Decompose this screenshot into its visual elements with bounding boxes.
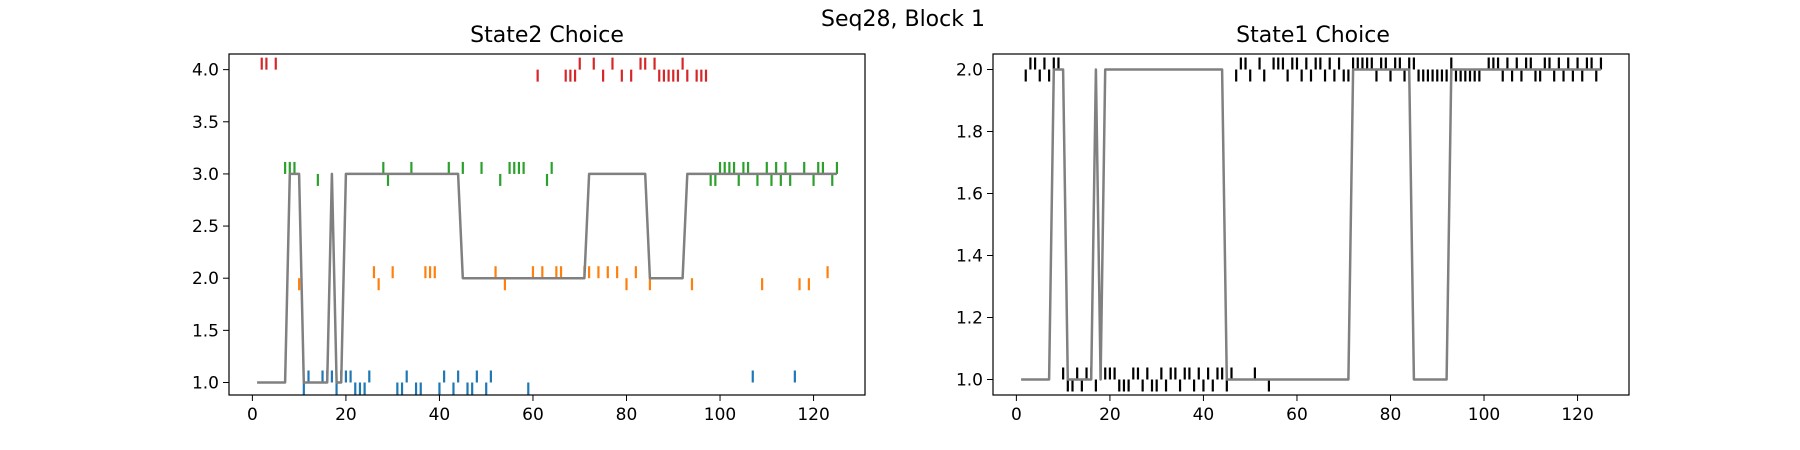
x-tick-label: 0 [1011, 405, 1022, 425]
y-tick-label: 2.5 [192, 217, 219, 237]
plot-area: 0 20 40 60 80 100 120 1.0 1.5 2.0 2.5 3.0 3.5 4.0 [192, 57, 839, 425]
series-line [257, 172, 837, 384]
chart-title: State1 Choice [1236, 23, 1390, 48]
x-tick-label: 80 [1380, 405, 1402, 425]
axes-frame [992, 53, 1630, 396]
y-tick-label: 1.8 [956, 123, 983, 143]
x-tick-label: 80 [616, 405, 638, 425]
x-tick-label: 40 [1193, 405, 1215, 425]
x-tick-label: 60 [522, 405, 544, 425]
y-tick-label: 1.0 [956, 371, 983, 391]
x-tick-label: 100 [704, 405, 736, 425]
axes-frame [228, 53, 866, 396]
x-tick-label: 20 [1099, 405, 1121, 425]
chart-state1-choice: State1 Choice 0 20 40 60 80 100 120 1.0 1.2 1.4 1.… [956, 23, 1630, 425]
y-tick-label: 2.0 [192, 269, 219, 289]
y-tick-label: 3.0 [192, 165, 219, 185]
y-tick-label: 2.0 [956, 61, 983, 81]
plot-area: 0 20 40 60 80 100 120 1.0 1.2 1.4 1.6 1.8 2.0 [956, 57, 1603, 425]
x-tick-label: 0 [247, 405, 258, 425]
y-tick-label: 4.0 [192, 61, 219, 81]
x-tick-label: 20 [335, 405, 357, 425]
y-tick-label: 1.0 [192, 373, 219, 393]
figure-suptitle: Seq28, Block 1 [821, 7, 985, 32]
x-tick-label: 120 [797, 405, 829, 425]
y-tick-label: 1.4 [956, 247, 983, 267]
x-tick-label: 120 [1561, 405, 1593, 425]
y-tick-label: 1.6 [956, 185, 983, 205]
y-tick-label: 1.5 [192, 321, 219, 341]
y-tick-label: 3.5 [192, 113, 219, 133]
y-tick-label: 1.2 [956, 309, 983, 329]
x-tick-label: 100 [1468, 405, 1500, 425]
series-line [1021, 68, 1601, 381]
x-tick-label: 40 [429, 405, 451, 425]
x-tick-label: 60 [1286, 405, 1308, 425]
chart-state2-choice: State2 Choice 0 20 40 60 80 100 120 1.0 1.5 2.0 2.… [192, 23, 866, 425]
chart-title: State2 Choice [470, 23, 624, 48]
